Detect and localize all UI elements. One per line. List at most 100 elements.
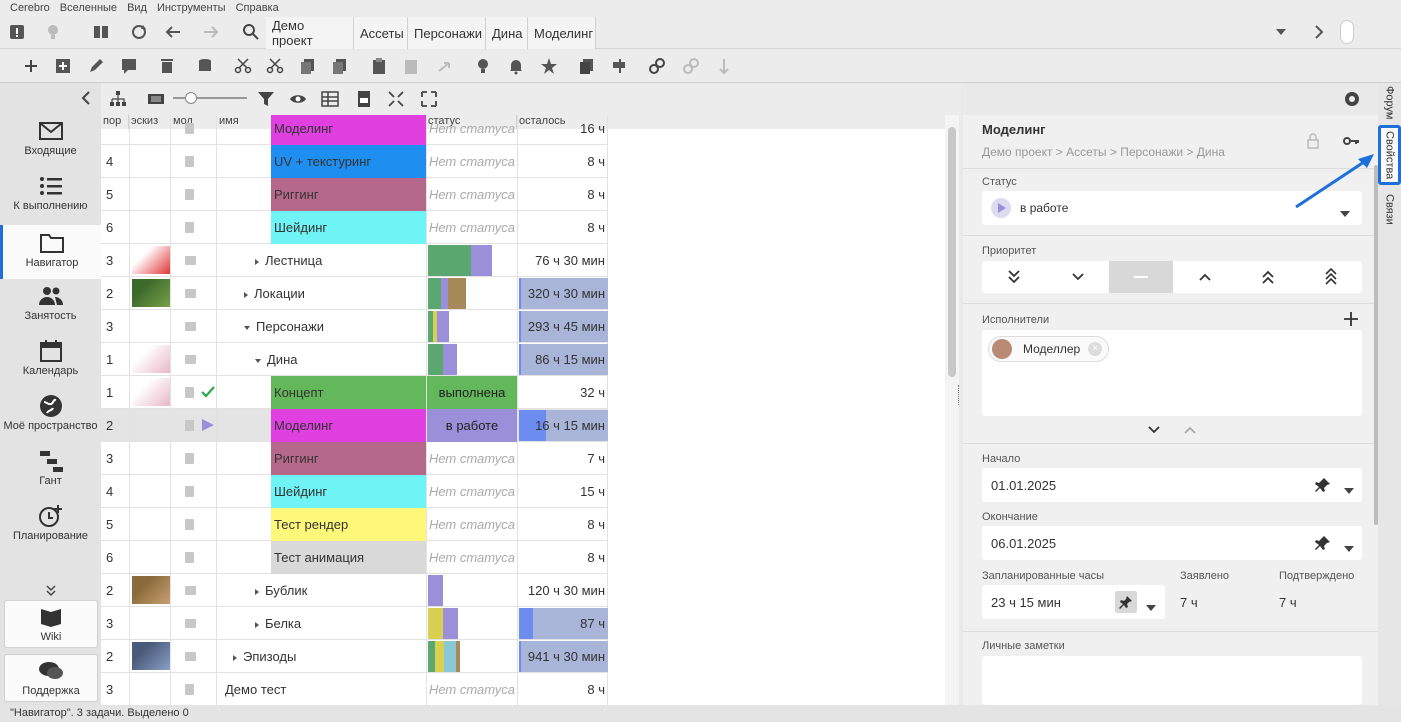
sidebar-item-gantt[interactable]: Гант (0, 447, 101, 499)
grid-scrollbar[interactable] (945, 115, 959, 705)
paste-icon[interactable] (368, 55, 390, 77)
breadcrumb-tab-dina[interactable]: Дина (486, 17, 528, 49)
table-row[interactable]: 1 Концепт выполнена 32 ч (101, 376, 608, 409)
tab-properties[interactable]: Свойства (1378, 125, 1401, 185)
col-header-order[interactable]: пор (101, 115, 129, 129)
cut-icon[interactable] (232, 55, 254, 77)
thumb-size-slider[interactable] (173, 97, 247, 99)
menu-universes[interactable]: Вселенные (59, 2, 118, 14)
thumbnail-image[interactable] (132, 345, 170, 373)
pin-icon[interactable] (1315, 535, 1331, 554)
collapse-sidebar-icon[interactable] (76, 87, 98, 109)
task-name-cell[interactable]: Риггинг (271, 178, 426, 211)
table-row[interactable]: 5 Тест рендер Нет статуса 8 ч (101, 508, 608, 541)
collapse-all-icon[interactable] (385, 88, 407, 110)
status-cell[interactable]: Нет статуса (426, 541, 517, 574)
breadcrumb-tab-characters[interactable]: Персонажи (408, 17, 486, 49)
filter-icon[interactable] (255, 88, 277, 110)
path-item[interactable]: Персонажи (1120, 145, 1184, 159)
folder-name-cell[interactable]: Бублик (255, 574, 307, 607)
status-cell[interactable]: Нет статуса (426, 475, 517, 508)
table-row[interactable]: 5 Риггинг Нет статуса 8 ч (101, 178, 608, 211)
star-icon[interactable] (538, 55, 560, 77)
reply-icon[interactable] (118, 55, 140, 77)
col-header-status[interactable]: статус (426, 115, 517, 129)
splitter-handle[interactable] (958, 385, 961, 405)
status-cell[interactable]: Нет статуса (426, 145, 517, 178)
start-date-field[interactable]: 01.01.2025 (982, 468, 1362, 502)
support-button[interactable]: Поддержка (4, 654, 98, 702)
table-row[interactable]: 2 Локации 320 ч 30 мин (101, 277, 608, 310)
menu-help[interactable]: Справка (235, 2, 279, 14)
stack-icon[interactable] (576, 55, 598, 77)
table-row[interactable]: 4 UV + текстуринг Нет статуса 8 ч (101, 145, 608, 178)
task-name-cell[interactable]: Моделинг (271, 115, 426, 145)
chevron-down-icon[interactable] (1143, 419, 1165, 441)
table-row[interactable]: Моделинг Нет статуса 16 ч (101, 115, 608, 145)
status-cell[interactable]: Нет статуса (426, 178, 517, 211)
expand-toggle-icon[interactable] (255, 258, 259, 265)
task-name-cell[interactable]: Риггинг (271, 442, 426, 475)
tab-links[interactable]: Связи (1383, 193, 1396, 225)
status-cell[interactable]: Нет статуса (426, 673, 517, 705)
status-cell[interactable]: Нет статуса (426, 508, 517, 541)
slider-handle[interactable] (185, 92, 197, 104)
remove-assignee-icon[interactable]: × (1088, 342, 1103, 356)
breadcrumb-tab-project[interactable]: Демо проект (266, 17, 354, 49)
pin-icon[interactable] (1315, 477, 1331, 496)
link-icon[interactable] (646, 55, 668, 77)
chevron-down-icon[interactable] (1146, 599, 1156, 614)
expand-more-icon[interactable] (40, 583, 62, 597)
status-select[interactable]: в работе (982, 191, 1362, 225)
table-row[interactable]: 3 Персонажи 293 ч 45 мин (101, 310, 608, 343)
pin-icon[interactable] (1115, 591, 1137, 613)
priority-high-icon[interactable] (1173, 261, 1236, 293)
chevron-up-icon[interactable] (1179, 419, 1201, 441)
task-name-cell[interactable]: Шейдинг (271, 211, 426, 244)
export-xls-icon[interactable] (353, 88, 375, 110)
breadcrumb-tab-assets[interactable]: Ассеты (354, 17, 408, 49)
chevron-down-icon[interactable] (1344, 482, 1354, 497)
cut-link-icon[interactable] (264, 55, 286, 77)
sidebar-item-planning[interactable]: Планирование (0, 502, 101, 554)
table-row[interactable]: 6 Тест анимация Нет статуса 8 ч (101, 541, 608, 574)
status-cell[interactable]: в работе (426, 409, 517, 442)
thumbnail-image[interactable] (132, 576, 170, 604)
col-header-sketch[interactable]: эскиз (129, 115, 171, 129)
table-row[interactable]: 3 Демо тест Нет статуса 8 ч (101, 673, 608, 705)
status-cell[interactable]: Нет статуса (426, 211, 517, 244)
assignee-chip[interactable]: Моделлер × (988, 336, 1110, 362)
priority-lowest-icon[interactable] (982, 261, 1046, 293)
key-icon[interactable] (1340, 130, 1362, 152)
folder-name-cell[interactable]: Демо тест (225, 673, 286, 705)
copy-icon[interactable] (297, 55, 319, 77)
path-item[interactable]: Дина (1196, 145, 1225, 159)
hierarchy-icon[interactable] (107, 88, 129, 110)
back-arrow-icon[interactable] (162, 21, 184, 43)
bulb-action-icon[interactable] (472, 55, 494, 77)
grid-scroll-thumb[interactable] (948, 127, 956, 377)
status-cell[interactable]: Нет статуса (426, 115, 517, 145)
sidebar-item-todo[interactable]: К выполнению (0, 172, 101, 224)
lock-icon[interactable] (1302, 130, 1324, 152)
assignees-box[interactable]: Моделлер × (982, 330, 1362, 416)
folder-name-cell[interactable]: Белка (255, 607, 301, 640)
path-item[interactable]: Демо проект (982, 145, 1053, 159)
folder-name-cell[interactable]: Лестница (255, 244, 322, 277)
table-row[interactable]: 4 Шейдинг Нет статуса 15 ч (101, 475, 608, 508)
database-icon[interactable] (194, 55, 216, 77)
expand-toggle-icon[interactable] (244, 325, 250, 330)
sidebar-item-navigator[interactable]: Навигатор (0, 225, 101, 279)
end-date-field[interactable]: 06.01.2025 (982, 526, 1362, 560)
path-item[interactable]: Ассеты (1066, 145, 1107, 159)
expand-toggle-icon[interactable] (255, 621, 259, 628)
edit-icon[interactable] (85, 55, 107, 77)
search-icon[interactable] (240, 21, 262, 43)
table-row[interactable]: 1 Дина 86 ч 15 мин (101, 343, 608, 376)
menu-cerebro[interactable]: Cerebro (10, 2, 50, 14)
task-name-cell[interactable]: Концепт (271, 376, 426, 409)
panel-scroll-thumb[interactable] (1374, 165, 1378, 525)
table-row[interactable]: 3 Белка 87 ч (101, 607, 608, 640)
add-subtask-icon[interactable] (52, 55, 74, 77)
table-row[interactable]: 3 Риггинг Нет статуса 7 ч (101, 442, 608, 475)
